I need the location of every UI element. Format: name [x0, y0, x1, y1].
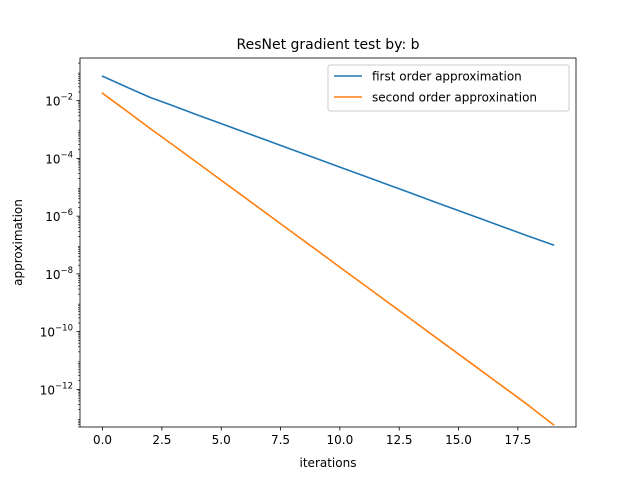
x-axis-label: iterations — [300, 456, 357, 470]
plot-area-frame — [79, 57, 577, 428]
series-line-first-order — [101, 75, 555, 247]
x-tick-label: 0.0 — [93, 433, 112, 447]
x-tick-label: 2.5 — [152, 433, 171, 447]
x-tick-label: 17.5 — [504, 433, 531, 447]
x-tick-label: 15.0 — [445, 433, 472, 447]
legend-label-second-order: second order approxination — [372, 91, 537, 105]
series-layer — [101, 75, 555, 426]
x-tick-label: 5.0 — [212, 433, 231, 447]
y-tick-label: 10−12 — [40, 381, 73, 397]
y-axis-label: approximation — [11, 199, 25, 286]
tick-layer: 0.0 2.5 5.0 7.5 10.0 12.5 15.0 17.5 10−12 10−10 10… — [40, 62, 531, 447]
legend-label-first-order: first order approximation — [372, 70, 522, 84]
x-tick-label: 7.5 — [271, 433, 290, 447]
y-tick-label: 10−8 — [45, 266, 73, 282]
chart-title: ResNet gradient test by: b — [237, 37, 420, 53]
series-line-second-order — [101, 92, 555, 426]
legend: first order approximation second order a… — [327, 64, 570, 112]
y-tick-label: 10−10 — [40, 324, 73, 340]
x-tick-label: 12.5 — [386, 433, 413, 447]
y-tick-label: 10−2 — [45, 93, 73, 109]
x-tick-label: 10.0 — [327, 433, 354, 447]
legend-box — [327, 64, 570, 112]
y-tick-label: 10−4 — [45, 150, 73, 166]
y-tick-label: 10−6 — [45, 208, 73, 224]
